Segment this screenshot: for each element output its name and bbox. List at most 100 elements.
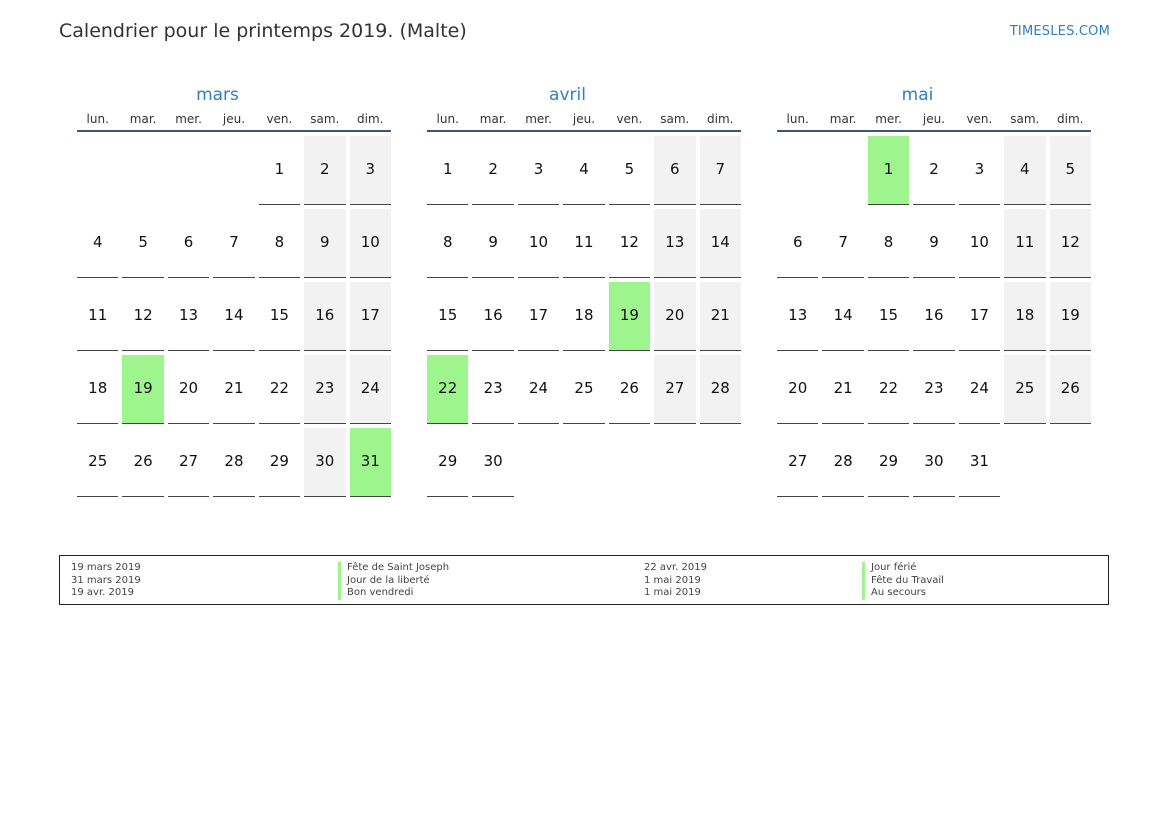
day-cell[interactable]: 24 <box>517 355 560 424</box>
day-cell[interactable]: 26 <box>608 355 651 424</box>
day-cell[interactable]: 21 <box>822 355 864 424</box>
day-cell[interactable]: 26 <box>122 428 164 497</box>
day-cell[interactable]: 2 <box>304 136 346 205</box>
day-cell[interactable]: 25 <box>563 355 605 424</box>
day-cell[interactable]: 23 <box>304 355 346 424</box>
holiday-day-cell[interactable]: 19 <box>122 355 164 424</box>
day-cell[interactable]: 3 <box>349 136 391 205</box>
day-cell[interactable]: 14 <box>213 282 255 351</box>
day-cell[interactable]: 29 <box>258 428 301 497</box>
day-cell[interactable]: 12 <box>122 282 164 351</box>
day-cell[interactable]: 31 <box>958 428 1001 497</box>
day-cell[interactable]: 2 <box>472 136 514 205</box>
day-number: 30 <box>315 452 335 470</box>
day-cell[interactable]: 20 <box>777 355 819 424</box>
day-number: 29 <box>269 452 289 470</box>
day-cell[interactable]: 5 <box>1049 136 1091 205</box>
day-cell[interactable]: 21 <box>213 355 255 424</box>
day-cell[interactable]: 29 <box>427 428 469 497</box>
day-cell[interactable]: 3 <box>517 136 560 205</box>
day-cell[interactable]: 25 <box>1004 355 1046 424</box>
day-cell[interactable]: 13 <box>654 209 696 278</box>
day-cell[interactable]: 22 <box>867 355 910 424</box>
day-cell[interactable]: 5 <box>608 136 651 205</box>
day-cell[interactable]: 26 <box>1049 355 1091 424</box>
day-cell[interactable]: 7 <box>213 209 255 278</box>
day-cell[interactable]: 13 <box>167 282 210 351</box>
day-cell[interactable]: 30 <box>913 428 955 497</box>
day-cell[interactable]: 25 <box>77 428 119 497</box>
holiday-day-cell[interactable]: 31 <box>349 428 391 497</box>
day-cell[interactable]: 18 <box>563 282 605 351</box>
day-cell[interactable]: 28 <box>822 428 864 497</box>
day-cell[interactable]: 17 <box>958 282 1001 351</box>
day-cell[interactable]: 6 <box>654 136 696 205</box>
day-cell[interactable]: 12 <box>1049 209 1091 278</box>
day-cell[interactable]: 28 <box>699 355 741 424</box>
day-cell[interactable]: 22 <box>258 355 301 424</box>
day-cell[interactable]: 23 <box>913 355 955 424</box>
day-cell[interactable]: 30 <box>472 428 514 497</box>
legend-holiday-name: Fête du Travail <box>862 574 944 588</box>
day-cell[interactable]: 24 <box>958 355 1001 424</box>
day-cell[interactable]: 5 <box>122 209 164 278</box>
day-cell[interactable]: 16 <box>472 282 514 351</box>
day-cell[interactable]: 12 <box>608 209 651 278</box>
weekday-label: mar. <box>479 112 507 126</box>
day-cell[interactable]: 7 <box>822 209 864 278</box>
day-cell[interactable]: 11 <box>1004 209 1046 278</box>
day-cell[interactable]: 14 <box>699 209 741 278</box>
day-cell[interactable]: 3 <box>958 136 1001 205</box>
day-cell[interactable]: 21 <box>699 282 741 351</box>
empty-day-cell <box>168 136 209 209</box>
day-cell[interactable]: 15 <box>258 282 301 351</box>
day-cell[interactable]: 8 <box>867 209 910 278</box>
day-cell[interactable]: 6 <box>167 209 210 278</box>
day-cell[interactable]: 17 <box>349 282 391 351</box>
day-cell[interactable]: 7 <box>699 136 741 205</box>
day-cell[interactable]: 27 <box>167 428 210 497</box>
day-cell[interactable]: 1 <box>427 136 469 205</box>
day-cell[interactable]: 10 <box>349 209 391 278</box>
day-cell[interactable]: 24 <box>349 355 391 424</box>
day-cell[interactable]: 10 <box>958 209 1001 278</box>
day-cell[interactable]: 16 <box>304 282 346 351</box>
day-cell[interactable]: 10 <box>517 209 560 278</box>
site-link[interactable]: TIMESLES.COM <box>1009 24 1110 39</box>
day-cell[interactable]: 15 <box>427 282 469 351</box>
day-cell[interactable]: 13 <box>777 282 819 351</box>
day-cell[interactable]: 8 <box>258 209 301 278</box>
day-cell[interactable]: 15 <box>867 282 910 351</box>
day-cell[interactable]: 27 <box>654 355 696 424</box>
day-cell[interactable]: 9 <box>472 209 514 278</box>
day-cell[interactable]: 20 <box>654 282 696 351</box>
day-cell[interactable]: 9 <box>913 209 955 278</box>
day-cell[interactable]: 16 <box>913 282 955 351</box>
day-cell[interactable]: 4 <box>1004 136 1046 205</box>
day-cell[interactable]: 18 <box>1004 282 1046 351</box>
day-cell[interactable]: 30 <box>304 428 346 497</box>
holiday-day-cell[interactable]: 1 <box>867 136 910 205</box>
day-cell[interactable]: 27 <box>777 428 819 497</box>
day-cell[interactable]: 6 <box>777 209 819 278</box>
legend-holiday-name: Fête de Saint Joseph <box>338 562 449 575</box>
day-cell[interactable]: 28 <box>213 428 255 497</box>
day-cell[interactable]: 4 <box>77 209 119 278</box>
day-cell[interactable]: 18 <box>77 355 119 424</box>
day-cell[interactable]: 9 <box>304 209 346 278</box>
day-cell[interactable]: 20 <box>167 355 210 424</box>
day-cell[interactable]: 11 <box>77 282 119 351</box>
day-cell[interactable]: 23 <box>472 355 514 424</box>
day-cell[interactable]: 2 <box>913 136 955 205</box>
day-cell[interactable]: 19 <box>1049 282 1091 351</box>
day-cell[interactable]: 1 <box>258 136 301 205</box>
day-grid: 1 2 3 4 5 6 7 8 9 10 11 12 13 14 15 16 17 18 19 20 21 22 23 24 2… <box>427 136 745 501</box>
holiday-day-cell[interactable]: 19 <box>608 282 651 351</box>
day-cell[interactable]: 11 <box>563 209 605 278</box>
day-cell[interactable]: 8 <box>427 209 469 278</box>
holiday-day-cell[interactable]: 22 <box>427 355 469 424</box>
day-cell[interactable]: 17 <box>517 282 560 351</box>
day-cell[interactable]: 14 <box>822 282 864 351</box>
day-cell[interactable]: 4 <box>563 136 605 205</box>
day-cell[interactable]: 29 <box>867 428 910 497</box>
